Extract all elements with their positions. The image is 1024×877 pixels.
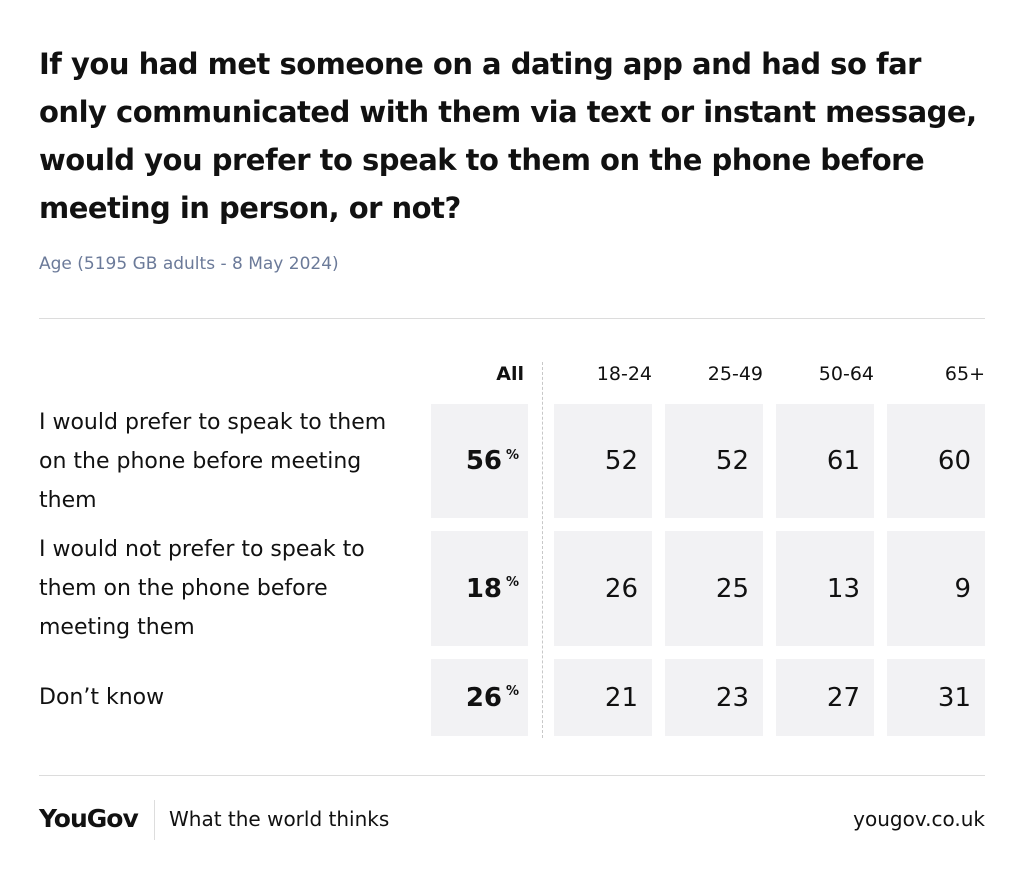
table-cell: 52: [554, 404, 652, 518]
column-header: 50-64: [818, 363, 874, 385]
table-cell: 56%: [431, 404, 528, 518]
row-label: I would not prefer to speak to them on t…: [39, 537, 365, 640]
column-header: 65+: [944, 363, 985, 385]
url: yougov.co.uk: [853, 807, 985, 831]
table-cell: 25: [665, 531, 763, 646]
table-cell: 23: [665, 659, 763, 736]
cell-value: 25: [715, 573, 749, 604]
table-cell: 27: [776, 659, 874, 736]
cell-value: 13: [826, 573, 860, 604]
cell-value: 61: [826, 446, 860, 476]
cell-value: 26: [604, 573, 638, 604]
cell-value: 52: [604, 446, 638, 476]
table-cell: 31: [887, 659, 985, 736]
cell-value: 52: [715, 446, 749, 476]
cell-value: 27: [826, 682, 860, 713]
column-header: All: [496, 363, 524, 385]
table-cell: 18%: [431, 531, 528, 646]
subtitle: Age (5195 GB adults - 8 May 2024): [39, 254, 339, 274]
table-cell: 26: [554, 531, 652, 646]
table-cell: 61: [776, 404, 874, 518]
table-cell: 26%: [431, 659, 528, 736]
table-cell: 9: [887, 531, 985, 646]
title: If you had met someone on a dating app a…: [39, 47, 977, 225]
cell-value: 56: [465, 446, 502, 476]
cell-value: 23: [715, 682, 749, 713]
column-header: 25-49: [707, 363, 763, 385]
cell-value: 21: [604, 682, 638, 713]
unit: %: [506, 447, 520, 463]
footer-separator: [154, 800, 155, 840]
cell-value: 26: [465, 682, 502, 713]
divider: [39, 775, 985, 776]
divider: [39, 318, 985, 319]
cell-value: 31: [937, 682, 971, 713]
cell-value: 9: [954, 573, 971, 604]
table-cell: 60: [887, 404, 985, 518]
cell-value: 18: [465, 573, 502, 604]
brand: YouGov: [39, 804, 139, 833]
row-label: I would prefer to speak to them on the p…: [39, 409, 387, 513]
unit: %: [506, 684, 520, 699]
unit: %: [506, 575, 520, 590]
tagline: What the world thinks: [169, 807, 390, 831]
table-cell: 52: [665, 404, 763, 518]
cell-value: 60: [937, 446, 971, 476]
row-label: Don’t know: [39, 685, 165, 710]
column-separator: [542, 362, 543, 738]
column-header: 18-24: [596, 363, 652, 385]
table-cell: 13: [776, 531, 874, 646]
table-cell: 21: [554, 659, 652, 736]
